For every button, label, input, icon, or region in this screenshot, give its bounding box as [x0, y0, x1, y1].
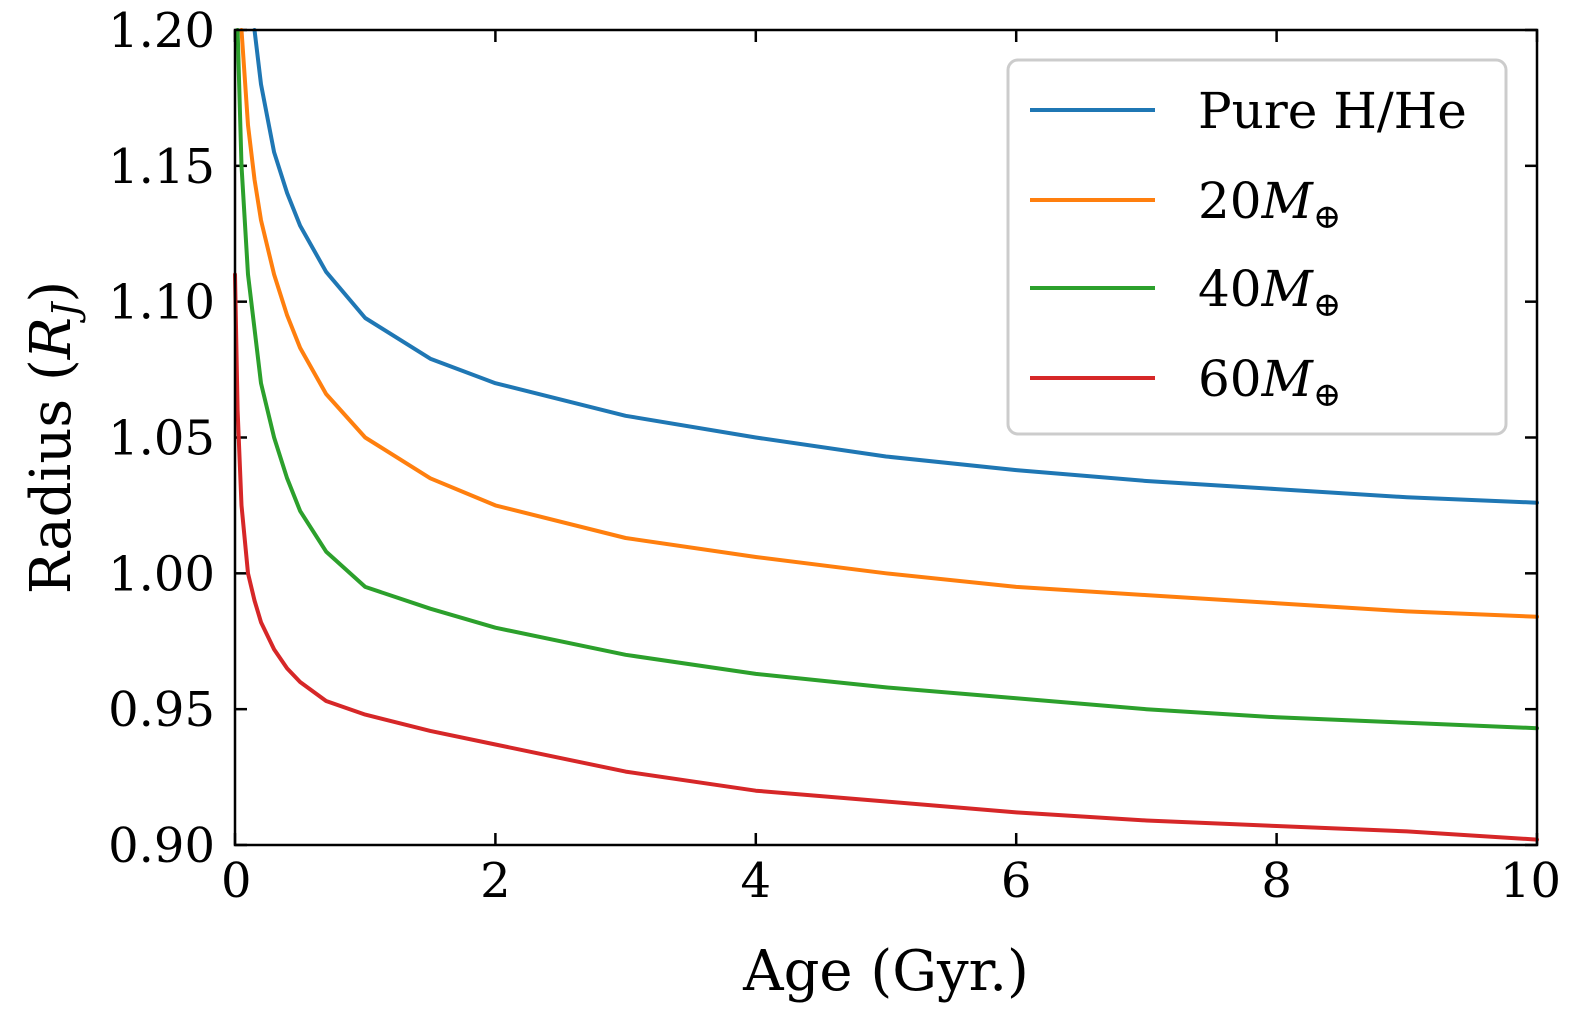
plot-frame — [233, 28, 1539, 847]
x-tick-label: 8 — [1261, 853, 1292, 909]
y-tick-label: 0.95 — [108, 682, 215, 738]
y-axis-label-var: R — [19, 317, 84, 360]
x-tick-label: 4 — [741, 853, 772, 909]
y-tick-label: 1.10 — [108, 275, 215, 331]
series-line — [239, 28, 1539, 619]
legend-label: Pure H/He — [1198, 82, 1467, 140]
x-tick-label: 6 — [1001, 853, 1032, 909]
y-tick-label: 1.05 — [108, 411, 215, 467]
legend: Pure H/He 20M⊕ 40M⊕ 60M⊕ — [1006, 58, 1508, 436]
y-tick-label: 1.00 — [108, 546, 215, 602]
series-line — [252, 28, 1539, 505]
x-axis-label: Age (Gyr.) — [742, 939, 1029, 1004]
y-axis-label-prefix: Radius ( — [19, 359, 84, 594]
x-tick-label: 2 — [480, 853, 511, 909]
legend-box — [1006, 58, 1508, 436]
series-layer — [233, 28, 1539, 842]
legend-label: 20M⊕ — [1198, 172, 1341, 237]
y-axis-label-suffix: ) — [19, 281, 84, 303]
series-line — [235, 28, 1539, 731]
y-axis-label: Radius (RJ) — [19, 281, 87, 595]
x-tick-label: 0 — [221, 853, 252, 909]
y-tick-label: 1.15 — [108, 139, 215, 195]
y-tick-label: 1.20 — [108, 3, 215, 59]
legend-label: 60M⊕ — [1198, 350, 1341, 415]
y-tick-label: 0.90 — [108, 818, 215, 874]
legend-items: Pure H/He 20M⊕ 40M⊕ 60M⊕ — [1030, 82, 1467, 415]
legend-label: 40M⊕ — [1198, 260, 1341, 325]
x-tick-label: 10 — [1500, 853, 1561, 909]
tick-labels-layer: 0 2 4 6 8 10 0.90 0.95 1.00 1.05 1.10 1.15 1.20 — [108, 3, 1561, 909]
series-line — [233, 272, 1539, 842]
